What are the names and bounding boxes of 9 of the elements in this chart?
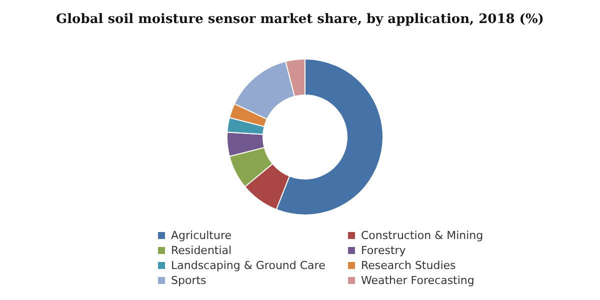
legend-label: Agriculture xyxy=(171,229,232,242)
chart-title: Global soil moisture sensor market share, by application, 2018 (%) xyxy=(55,11,545,29)
legend-label: Construction & Mining xyxy=(361,229,484,242)
legend-label: Landscaping & Ground Care xyxy=(171,259,326,272)
legend-label: Weather Forecasting xyxy=(361,274,474,287)
legend-label: Forestry xyxy=(361,244,406,257)
legend-label: Residential xyxy=(171,244,232,257)
legend-label: Research Studies xyxy=(361,259,456,272)
legend-label: Sports xyxy=(171,274,206,287)
